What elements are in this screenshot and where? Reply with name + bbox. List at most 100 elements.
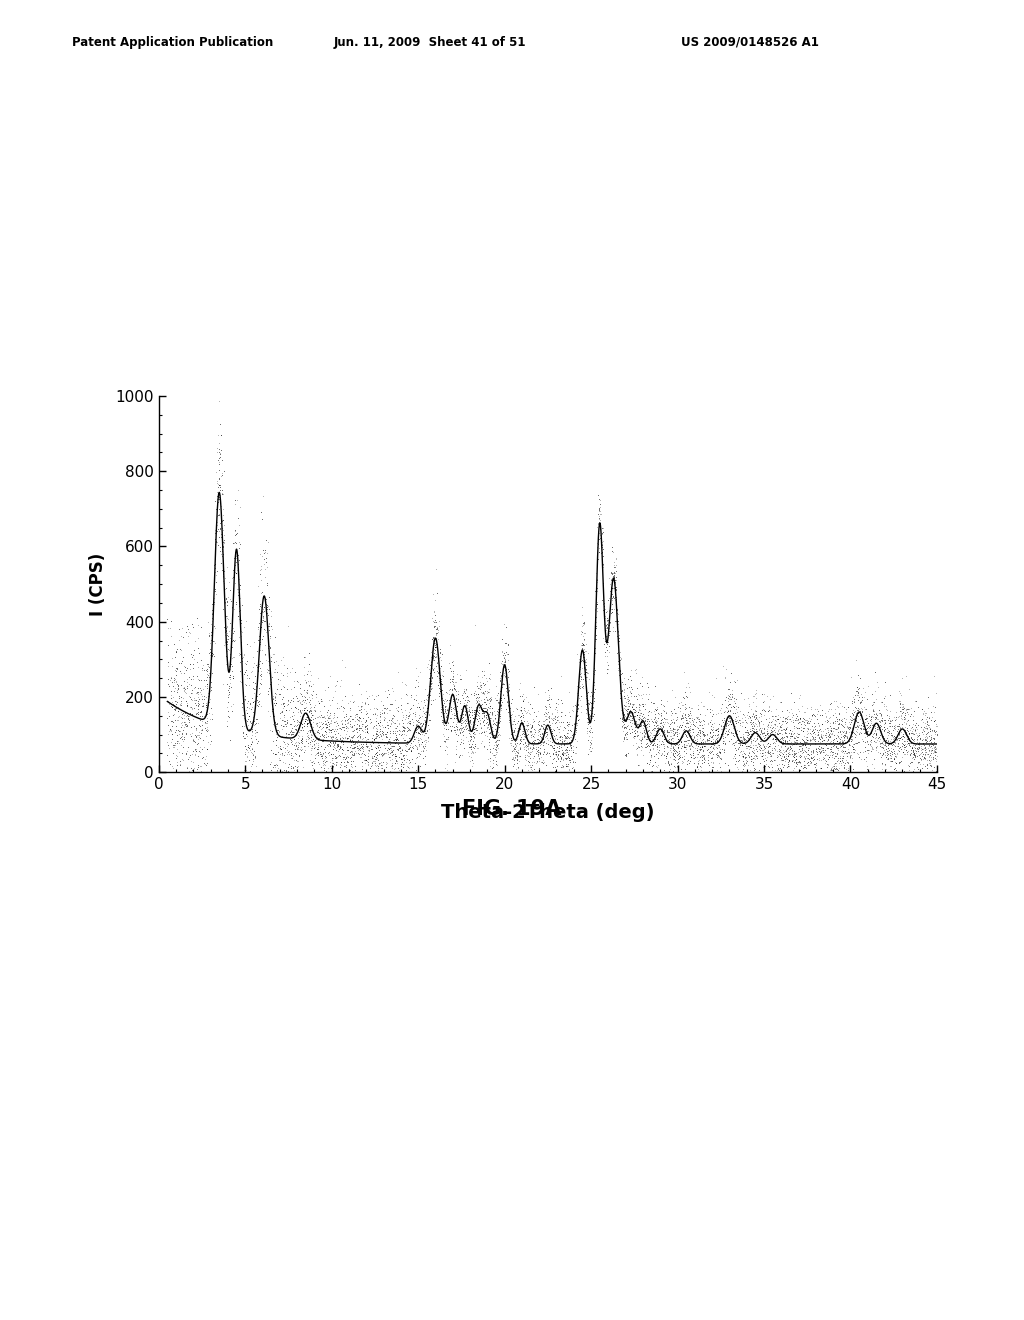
Point — [191, 693, 208, 714]
Point — [391, 738, 408, 759]
Point — [735, 741, 752, 762]
Point — [602, 620, 618, 642]
Point — [904, 705, 921, 726]
Point — [805, 741, 821, 762]
Point — [478, 667, 495, 688]
Point — [612, 676, 629, 697]
Point — [267, 754, 284, 775]
Point — [697, 730, 714, 751]
Point — [236, 690, 252, 711]
Point — [587, 624, 603, 645]
Point — [290, 750, 306, 771]
Point — [666, 698, 682, 719]
Point — [318, 701, 335, 722]
Point — [729, 723, 745, 744]
Point — [474, 697, 490, 718]
Point — [820, 754, 837, 775]
Point — [376, 697, 392, 718]
Point — [876, 719, 892, 741]
Point — [905, 733, 922, 754]
Point — [834, 696, 850, 717]
Point — [900, 754, 916, 775]
Point — [481, 689, 498, 710]
Point — [869, 709, 886, 730]
Point — [525, 723, 542, 744]
Point — [756, 684, 772, 705]
Point — [695, 746, 712, 767]
Point — [841, 742, 857, 763]
Point — [509, 746, 525, 767]
Point — [798, 737, 814, 758]
Point — [432, 643, 449, 664]
Point — [876, 739, 892, 760]
Point — [170, 706, 186, 727]
Point — [610, 651, 627, 672]
Point — [862, 734, 879, 755]
Point — [711, 741, 727, 762]
Point — [184, 730, 201, 751]
Point — [628, 700, 644, 721]
Point — [809, 748, 825, 770]
Point — [226, 562, 243, 583]
Point — [682, 705, 698, 726]
Point — [818, 737, 835, 758]
Point — [342, 741, 358, 762]
Point — [234, 705, 251, 726]
Point — [680, 748, 696, 770]
Point — [669, 762, 685, 783]
Point — [787, 717, 804, 738]
Point — [570, 685, 587, 706]
Point — [265, 652, 282, 673]
Point — [384, 744, 400, 766]
Point — [525, 759, 542, 780]
Point — [786, 744, 803, 766]
Point — [339, 713, 355, 734]
Point — [473, 698, 489, 719]
Point — [458, 660, 474, 681]
Point — [589, 536, 605, 557]
Point — [496, 653, 512, 675]
Point — [441, 693, 458, 714]
Point — [223, 648, 240, 669]
Point — [702, 731, 719, 752]
Point — [349, 739, 366, 760]
Point — [633, 739, 649, 760]
Point — [167, 698, 183, 719]
Point — [200, 752, 216, 774]
Point — [383, 755, 399, 776]
Point — [339, 717, 355, 738]
Point — [302, 698, 318, 719]
Point — [842, 709, 858, 730]
Point — [207, 618, 223, 639]
Point — [279, 694, 295, 715]
Point — [259, 651, 275, 672]
Point — [773, 730, 790, 751]
Point — [663, 705, 679, 726]
Point — [644, 760, 660, 781]
Point — [190, 627, 207, 648]
Point — [822, 721, 839, 742]
Point — [329, 729, 345, 750]
Point — [909, 729, 926, 750]
Point — [403, 698, 420, 719]
Point — [261, 673, 278, 694]
Point — [256, 619, 272, 640]
Point — [886, 706, 902, 727]
Point — [814, 721, 830, 742]
Point — [915, 747, 932, 768]
Point — [471, 722, 487, 743]
Point — [760, 701, 776, 722]
Point — [203, 676, 219, 697]
Point — [693, 756, 710, 777]
Point — [373, 725, 389, 746]
Point — [323, 710, 339, 731]
Point — [640, 719, 656, 741]
Point — [427, 623, 443, 644]
Point — [797, 754, 813, 775]
Point — [641, 710, 657, 731]
Point — [780, 750, 797, 771]
Point — [284, 723, 300, 744]
Point — [578, 660, 594, 681]
Point — [895, 726, 911, 747]
Point — [629, 711, 645, 733]
